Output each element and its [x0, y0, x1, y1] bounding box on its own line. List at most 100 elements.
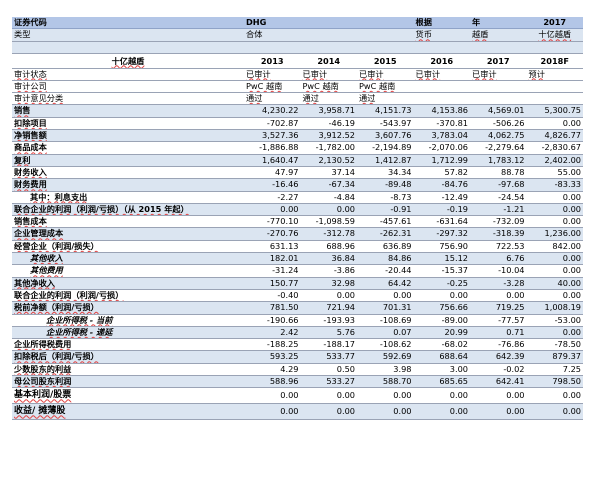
row-label-cell[interactable]: 审计公司 [12, 80, 244, 94]
line-item-value-cell[interactable]: -188.17 [300, 338, 357, 352]
line-item-label-cell[interactable]: 税前净额（利润/亏损） [12, 301, 244, 315]
year-header-cell[interactable]: 2018F [526, 53, 583, 69]
cell-basis-label[interactable]: 根据 [413, 17, 470, 30]
line-item-value-cell[interactable]: -12.49 [413, 191, 470, 204]
line-item-label-cell[interactable]: 净销售额 [12, 129, 244, 143]
line-item-value-cell[interactable]: 0.00 [470, 403, 527, 421]
line-item-value-cell[interactable]: 701.31 [357, 301, 414, 315]
line-item-value-cell[interactable]: 1,783.12 [470, 154, 527, 167]
info-value-cell[interactable]: 通过 [300, 92, 357, 106]
line-item-label-cell[interactable]: 销售 [12, 104, 244, 118]
line-item-value-cell[interactable]: 0.00 [300, 403, 357, 421]
line-item-value-cell[interactable]: 0.00 [526, 289, 583, 303]
line-item-value-cell[interactable]: -16.46 [244, 178, 301, 192]
line-item-value-cell[interactable]: -2.27 [244, 191, 301, 204]
line-item-value-cell[interactable]: 4,569.01 [470, 104, 527, 118]
line-item-label-cell[interactable]: 扣除项目 [12, 117, 244, 131]
line-item-value-cell[interactable]: 150.77 [244, 277, 301, 290]
line-item-value-cell[interactable]: -1,782.00 [300, 141, 357, 155]
line-item-label-cell[interactable]: 财务收入 [12, 166, 244, 180]
cell-empty[interactable] [300, 17, 357, 30]
cell-empty[interactable] [357, 28, 414, 42]
cell-unit-value[interactable]: 十亿越盾 [526, 28, 583, 42]
line-item-value-cell[interactable]: 721.94 [300, 301, 357, 315]
year-header-cell[interactable]: 2016 [413, 53, 470, 69]
line-item-label-cell[interactable]: 母公司股东利润 [12, 375, 244, 389]
line-item-value-cell[interactable]: 34.34 [357, 166, 414, 180]
line-item-value-cell[interactable]: -46.19 [300, 117, 357, 131]
line-item-value-cell[interactable]: 3.00 [413, 363, 470, 377]
line-item-value-cell[interactable]: 0.07 [357, 326, 414, 340]
line-item-value-cell[interactable]: -297.32 [413, 227, 470, 241]
cell-empty[interactable] [413, 41, 470, 54]
line-item-value-cell[interactable]: 4.29 [244, 363, 301, 377]
line-item-value-cell[interactable]: -1.21 [470, 203, 527, 217]
line-item-value-cell[interactable]: 642.41 [470, 375, 527, 389]
row-label-cell[interactable]: 审计意见分类 [12, 92, 244, 106]
line-item-value-cell[interactable]: 88.78 [470, 166, 527, 180]
line-item-value-cell[interactable]: 0.00 [413, 403, 470, 421]
line-item-value-cell[interactable]: 0.00 [300, 289, 357, 303]
line-item-value-cell[interactable]: 0.71 [470, 326, 527, 340]
line-item-value-cell[interactable]: 0.00 [526, 203, 583, 217]
line-item-value-cell[interactable]: 3,783.04 [413, 129, 470, 143]
line-item-value-cell[interactable]: 0.00 [244, 387, 301, 405]
line-item-value-cell[interactable]: 0.00 [413, 289, 470, 303]
year-header-cell[interactable]: 2015 [357, 53, 414, 69]
line-item-value-cell[interactable]: 4,062.75 [470, 129, 527, 143]
line-item-value-cell[interactable]: -318.39 [470, 227, 527, 241]
line-item-value-cell[interactable]: 588.70 [357, 375, 414, 389]
line-item-value-cell[interactable]: 642.39 [470, 350, 527, 364]
line-item-value-cell[interactable]: 879.37 [526, 350, 583, 364]
line-item-value-cell[interactable]: 4,153.86 [413, 104, 470, 118]
line-item-value-cell[interactable]: -0.25 [413, 277, 470, 290]
line-item-value-cell[interactable]: -8.73 [357, 191, 414, 204]
line-item-value-cell[interactable]: -15.37 [413, 264, 470, 278]
line-item-value-cell[interactable]: 756.66 [413, 301, 470, 315]
info-value-cell[interactable] [526, 92, 583, 106]
year-header-cell[interactable]: 2013 [244, 53, 301, 69]
line-item-value-cell[interactable]: 3,912.52 [300, 129, 357, 143]
line-item-value-cell[interactable]: 36.84 [300, 252, 357, 266]
line-item-value-cell[interactable]: -76.86 [470, 338, 527, 352]
info-value-cell[interactable]: 已审计 [470, 68, 527, 81]
line-item-value-cell[interactable]: 1,412.87 [357, 154, 414, 167]
cell-empty[interactable] [300, 41, 357, 54]
line-item-label-cell[interactable]: 其中：利息支出 [12, 191, 244, 204]
line-item-value-cell[interactable]: -68.02 [413, 338, 470, 352]
info-value-cell[interactable] [526, 80, 583, 94]
line-item-value-cell[interactable]: -702.87 [244, 117, 301, 131]
line-item-value-cell[interactable]: 756.90 [413, 240, 470, 254]
line-item-value-cell[interactable]: 47.97 [244, 166, 301, 180]
line-item-value-cell[interactable]: -506.26 [470, 117, 527, 131]
line-item-value-cell[interactable]: 1,236.00 [526, 227, 583, 241]
line-item-value-cell[interactable]: -97.68 [470, 178, 527, 192]
line-item-value-cell[interactable]: 593.25 [244, 350, 301, 364]
line-item-value-cell[interactable]: 631.13 [244, 240, 301, 254]
line-item-value-cell[interactable]: -0.02 [470, 363, 527, 377]
line-item-value-cell[interactable]: 0.00 [526, 252, 583, 266]
line-item-label-cell[interactable]: 联合企业的利润（利润/亏损） [12, 289, 244, 303]
line-item-value-cell[interactable]: -770.10 [244, 215, 301, 229]
line-item-value-cell[interactable]: -0.19 [413, 203, 470, 217]
line-item-label-cell[interactable]: 经营企业（利润/损失） [12, 240, 244, 254]
line-item-value-cell[interactable]: 533.77 [300, 350, 357, 364]
info-value-cell[interactable]: 通过 [357, 92, 414, 106]
line-item-value-cell[interactable]: -0.40 [244, 289, 301, 303]
line-item-value-cell[interactable]: -188.25 [244, 338, 301, 352]
cell-empty[interactable] [357, 17, 414, 30]
info-value-cell[interactable]: 已审计 [244, 68, 301, 81]
line-item-value-cell[interactable]: 0.00 [526, 215, 583, 229]
info-value-cell[interactable]: 已审计 [357, 68, 414, 81]
line-item-value-cell[interactable]: -2,194.89 [357, 141, 414, 155]
line-item-value-cell[interactable]: 3,527.36 [244, 129, 301, 143]
line-item-value-cell[interactable]: -24.54 [470, 191, 527, 204]
line-item-value-cell[interactable]: 685.65 [413, 375, 470, 389]
line-item-value-cell[interactable]: 7.25 [526, 363, 583, 377]
line-item-value-cell[interactable]: 719.25 [470, 301, 527, 315]
line-item-value-cell[interactable]: 4,230.22 [244, 104, 301, 118]
info-value-cell[interactable]: PwC 越南 [300, 80, 357, 94]
info-value-cell[interactable]: 通过 [244, 92, 301, 106]
line-item-value-cell[interactable]: -732.09 [470, 215, 527, 229]
line-item-value-cell[interactable]: -31.24 [244, 264, 301, 278]
